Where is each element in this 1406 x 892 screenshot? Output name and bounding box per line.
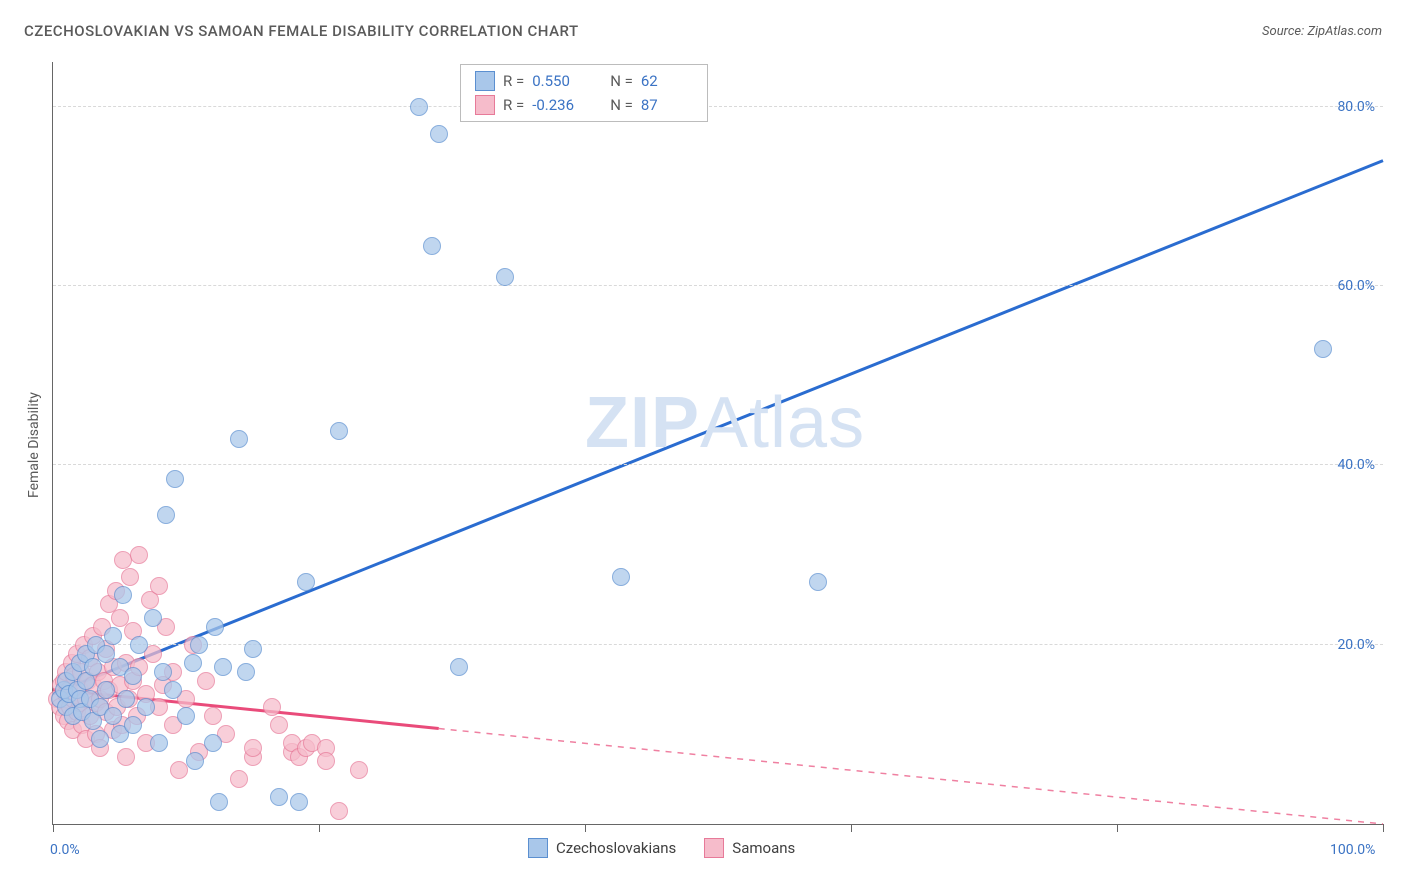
data-point [1314, 340, 1332, 358]
data-point [137, 698, 155, 716]
source-attribution: Source: ZipAtlas.com [1262, 24, 1382, 39]
trend-line [53, 161, 1383, 694]
data-point [230, 430, 248, 448]
data-point [317, 752, 335, 770]
data-point [270, 788, 288, 806]
data-point [104, 627, 122, 645]
data-point [121, 568, 139, 586]
y-tick-label: 80.0% [1337, 99, 1375, 115]
data-point [410, 98, 428, 116]
data-point [330, 422, 348, 440]
legend-r-label: R = [503, 96, 524, 114]
legend-series-name: Samoans [732, 839, 795, 857]
x-tick [319, 824, 320, 832]
legend-swatch [475, 95, 495, 115]
y-tick-label: 40.0% [1337, 457, 1375, 473]
legend-r-value: -0.236 [532, 96, 584, 114]
data-point [230, 770, 248, 788]
data-point [809, 573, 827, 591]
data-point [263, 698, 281, 716]
legend-n-label: N = [610, 96, 633, 114]
data-point [450, 658, 468, 676]
legend-n-value: 62 [641, 72, 693, 90]
x-tick [53, 824, 54, 832]
legend-item: Samoans [704, 838, 795, 858]
data-point [164, 681, 182, 699]
x-tick [1117, 824, 1118, 832]
data-point [154, 663, 172, 681]
series-legend: Czechoslovakians Samoans [528, 838, 795, 858]
data-point [244, 739, 262, 757]
data-point [97, 681, 115, 699]
gridline [53, 285, 1383, 286]
data-point [197, 672, 215, 690]
legend-row: R = 0.550 N = 62 [475, 69, 693, 93]
data-point [91, 730, 109, 748]
correlation-legend: R = 0.550 N = 62 R = -0.236 N = 87 [460, 64, 708, 122]
data-point [84, 658, 102, 676]
source-label: Source: [1262, 24, 1304, 39]
source-value: ZipAtlas.com [1307, 24, 1382, 39]
x-tick [851, 824, 852, 832]
data-point [206, 618, 224, 636]
data-point [214, 658, 232, 676]
data-point [297, 573, 315, 591]
y-tick-label: 60.0% [1337, 278, 1375, 294]
chart-plot-area: ZIPAtlas 20.0%40.0%60.0%80.0% [52, 62, 1383, 825]
y-tick-label: 20.0% [1337, 637, 1375, 653]
data-point [423, 237, 441, 255]
data-point [117, 748, 135, 766]
data-point [496, 268, 514, 286]
data-point [210, 793, 228, 811]
legend-r-label: R = [503, 72, 524, 90]
data-point [184, 654, 202, 672]
data-point [144, 609, 162, 627]
legend-r-value: 0.550 [532, 72, 584, 90]
data-point [150, 577, 168, 595]
data-point [237, 663, 255, 681]
data-point [170, 761, 188, 779]
legend-item: Czechoslovakians [528, 838, 676, 858]
data-point [204, 707, 222, 725]
x-tick [585, 824, 586, 832]
data-point [270, 716, 288, 734]
legend-row: R = -0.236 N = 87 [475, 93, 693, 117]
data-point [104, 707, 122, 725]
data-point [186, 752, 204, 770]
chart-title: CZECHOSLOVAKIAN VS SAMOAN FEMALE DISABIL… [24, 22, 579, 40]
data-point [350, 761, 368, 779]
data-point [114, 586, 132, 604]
trend-line-extrapolated [439, 729, 1383, 824]
legend-swatch [704, 838, 724, 858]
data-point [330, 802, 348, 820]
data-point [430, 125, 448, 143]
data-point [124, 716, 142, 734]
gridline [53, 106, 1383, 107]
data-point [190, 636, 208, 654]
x-tick-label-min: 0.0% [50, 842, 80, 858]
data-point [157, 506, 175, 524]
trend-lines-layer [53, 62, 1383, 824]
x-tick-label-max: 100.0% [1330, 842, 1375, 858]
data-point [150, 734, 168, 752]
data-point [177, 707, 195, 725]
data-point [130, 636, 148, 654]
legend-n-value: 87 [641, 96, 693, 114]
legend-series-name: Czechoslovakians [556, 839, 676, 857]
data-point [204, 734, 222, 752]
data-point [290, 793, 308, 811]
data-point [130, 546, 148, 564]
y-axis-label: Female Disability [26, 392, 42, 498]
legend-swatch [475, 71, 495, 91]
data-point [124, 667, 142, 685]
legend-n-label: N = [610, 72, 633, 90]
data-point [166, 470, 184, 488]
gridline [53, 464, 1383, 465]
data-point [117, 690, 135, 708]
data-point [244, 640, 262, 658]
x-tick [1383, 824, 1384, 832]
data-point [612, 568, 630, 586]
legend-swatch [528, 838, 548, 858]
